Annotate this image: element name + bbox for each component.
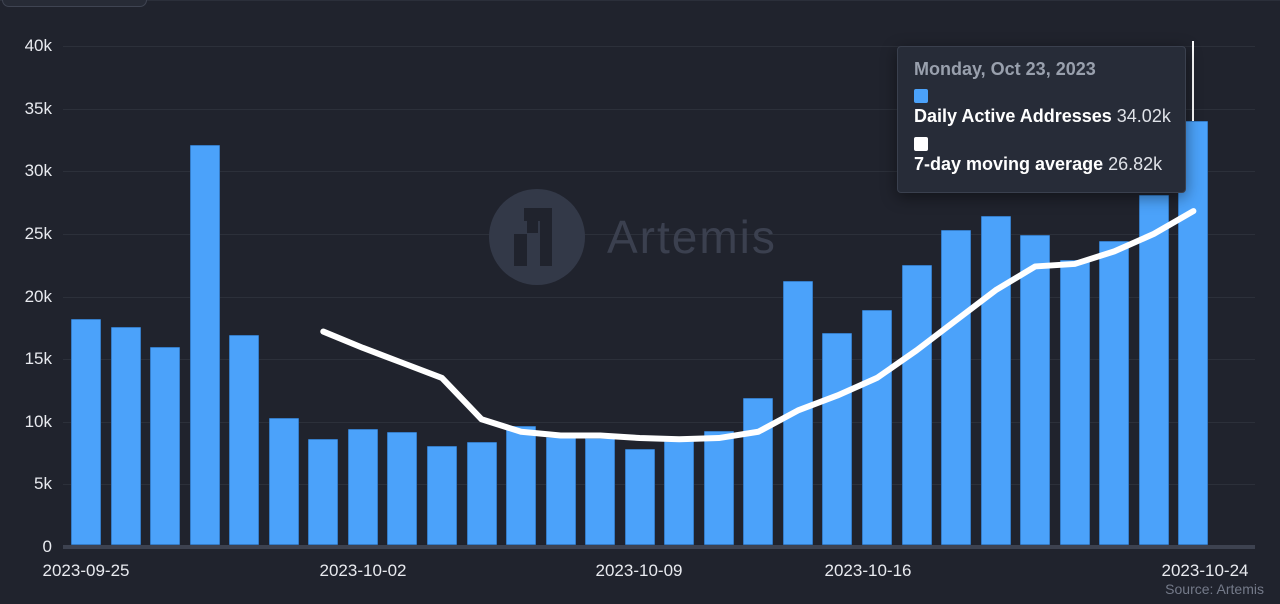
y-tick-label: 40k — [24, 36, 52, 55]
bar-2023-10-10[interactable] — [664, 440, 695, 545]
bar-2023-10-02[interactable] — [347, 429, 378, 545]
bar-2023-10-18[interactable] — [980, 216, 1011, 545]
y-tick-label: 20k — [24, 286, 52, 306]
x-tick-label: 2023-10-16 — [824, 561, 912, 580]
bar-2023-10-03[interactable] — [387, 431, 418, 545]
tooltip: Monday, Oct 23, 2023 Daily Active Addres… — [897, 46, 1186, 193]
bar-2023-09-27[interactable] — [150, 346, 181, 545]
bar-2023-10-21[interactable] — [1099, 241, 1130, 545]
bar-2023-10-15[interactable] — [862, 310, 892, 545]
bar-2023-10-17[interactable] — [941, 230, 972, 545]
bar-2023-09-29[interactable] — [229, 335, 260, 545]
bar-2023-10-16[interactable] — [901, 265, 932, 545]
gridline — [63, 484, 1255, 486]
bar-2023-10-08[interactable] — [585, 438, 616, 545]
bar-2023-10-09[interactable] — [624, 449, 655, 545]
bar-2023-10-22[interactable] — [1138, 195, 1169, 545]
gridline — [63, 171, 1255, 173]
y-tick-label: 10k — [24, 411, 52, 431]
bar-2023-10-11[interactable] — [703, 430, 734, 545]
daily-active-addresses-swatch-icon — [914, 89, 928, 103]
y-tick-label: 0 — [42, 537, 52, 556]
y-tick-label: 35k — [24, 98, 52, 118]
y-tick-label: 5k — [34, 474, 52, 494]
x-axis-line — [63, 545, 1255, 549]
artemis-logo-icon — [489, 189, 585, 285]
bar-2023-10-05[interactable] — [466, 441, 497, 545]
tooltip-daily-active-row: Daily Active Addresses 34.02k — [914, 105, 1171, 128]
gridline — [63, 46, 1255, 47]
tooltip-series-value: 34.02k — [1116, 106, 1171, 126]
x-tick-label: 2023-10-09 — [595, 561, 683, 580]
bar-2023-09-25[interactable] — [71, 319, 101, 545]
bar-2023-10-01[interactable] — [308, 439, 339, 545]
x-tick-label: 2023-10-24 — [1161, 561, 1249, 580]
bar-2023-09-30[interactable] — [268, 417, 299, 545]
tooltip-series-label: 7-day moving average — [914, 154, 1104, 174]
bar-2023-10-04[interactable] — [426, 445, 457, 545]
y-tick-label: 30k — [24, 161, 52, 181]
bar-2023-10-19[interactable] — [1020, 235, 1051, 545]
crosshair-line — [1192, 41, 1195, 121]
x-tick-label: 2023-10-02 — [319, 561, 407, 580]
moving-average-swatch-icon — [914, 137, 928, 151]
bar-2023-10-06[interactable] — [506, 425, 537, 545]
bar-2023-10-20[interactable] — [1059, 260, 1090, 545]
source-attribution: Source: Artemis — [1165, 581, 1264, 597]
x-tick-label: 2023-09-25 — [42, 561, 130, 580]
gridline — [63, 108, 1255, 110]
tooltip-date: Monday, Oct 23, 2023 — [914, 59, 1096, 79]
bar-2023-09-26[interactable] — [110, 326, 141, 545]
watermark-text: Artemis — [607, 211, 777, 263]
tooltip-series-value: 26.82k — [1108, 154, 1163, 174]
bar-2023-10-07[interactable] — [545, 436, 576, 545]
tooltip-series-label: Daily Active Addresses — [914, 106, 1112, 126]
bar-2023-10-14[interactable] — [822, 332, 853, 545]
y-tick-label: 25k — [24, 223, 52, 243]
tooltip-moving-average-row: 7-day moving average 26.82k — [914, 153, 1169, 176]
artemis-watermark: Artemis — [489, 189, 777, 285]
bar-2023-09-28[interactable] — [189, 144, 220, 545]
bar-2023-10-12[interactable] — [743, 397, 774, 545]
bar-2023-10-13[interactable] — [782, 281, 813, 545]
y-tick-label: 15k — [24, 349, 52, 369]
